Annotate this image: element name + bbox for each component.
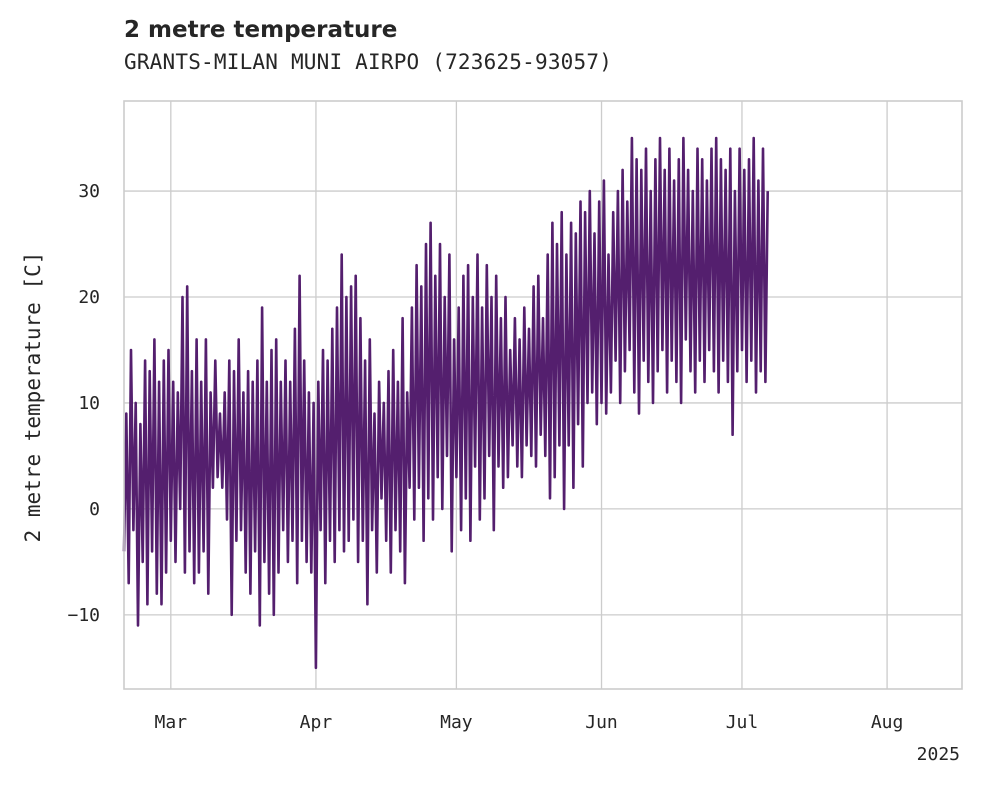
plot-frame [123,100,963,690]
y-tick-label: −10 [67,605,100,626]
x-axis: Mar Apr May Jun Jul Aug [155,712,904,733]
y-tick-label: 0 [89,499,100,520]
chart-subtitle: GRANTS-MILAN MUNI AIRPO (723625-93057) [124,50,613,74]
x-tick-label: Jul [726,712,759,733]
y-axis-label: 2 metre temperature [C] [21,252,45,543]
series-group [122,136,769,670]
x-tick-label: Jun [585,712,618,733]
x-tick-label: Apr [300,712,333,733]
y-tick-label: 30 [78,181,100,202]
x-tick-label: Mar [155,712,188,733]
y-axis: −10 0 10 20 30 [67,181,100,626]
x-tick-label: May [440,712,473,733]
x-offset-label: 2025 [917,744,960,765]
temperature-series-line [122,136,769,670]
y-tick-label: 10 [78,393,100,414]
x-tick-label: Aug [871,712,904,733]
y-tick-label: 20 [78,287,100,308]
chart-title: 2 metre temperature [124,17,398,43]
